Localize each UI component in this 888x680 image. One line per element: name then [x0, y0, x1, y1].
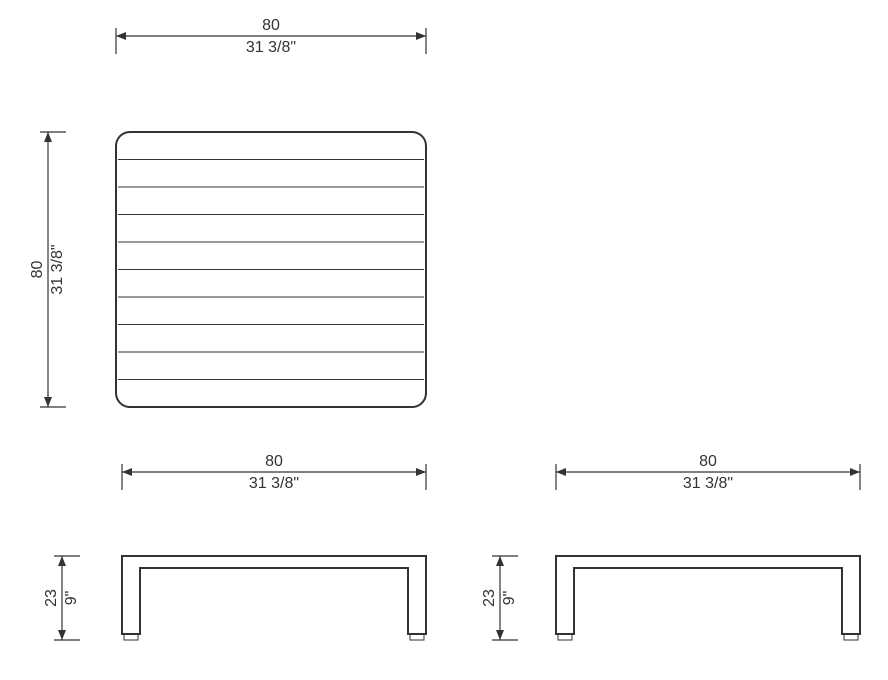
dim-in: 31 3/8": [246, 39, 296, 56]
technical-drawing: 8031 3/8"8031 3/8"8031 3/8"239"8031 3/8"…: [0, 0, 888, 680]
dim-cm: 80: [29, 261, 46, 279]
dim-cm: 23: [43, 589, 60, 607]
dim-cm: 80: [262, 17, 280, 34]
dim-in: 31 3/8": [49, 244, 66, 294]
dim-in: 9": [63, 591, 80, 606]
dim-in: 9": [501, 591, 518, 606]
dim-cm: 80: [699, 453, 717, 470]
dim-in: 31 3/8": [249, 475, 299, 492]
front-view: [122, 556, 426, 640]
dim-cm: 23: [481, 589, 498, 607]
top-view: [116, 132, 426, 407]
dim-cm: 80: [265, 453, 283, 470]
dim-in: 31 3/8": [683, 475, 733, 492]
side-view: [556, 556, 860, 640]
